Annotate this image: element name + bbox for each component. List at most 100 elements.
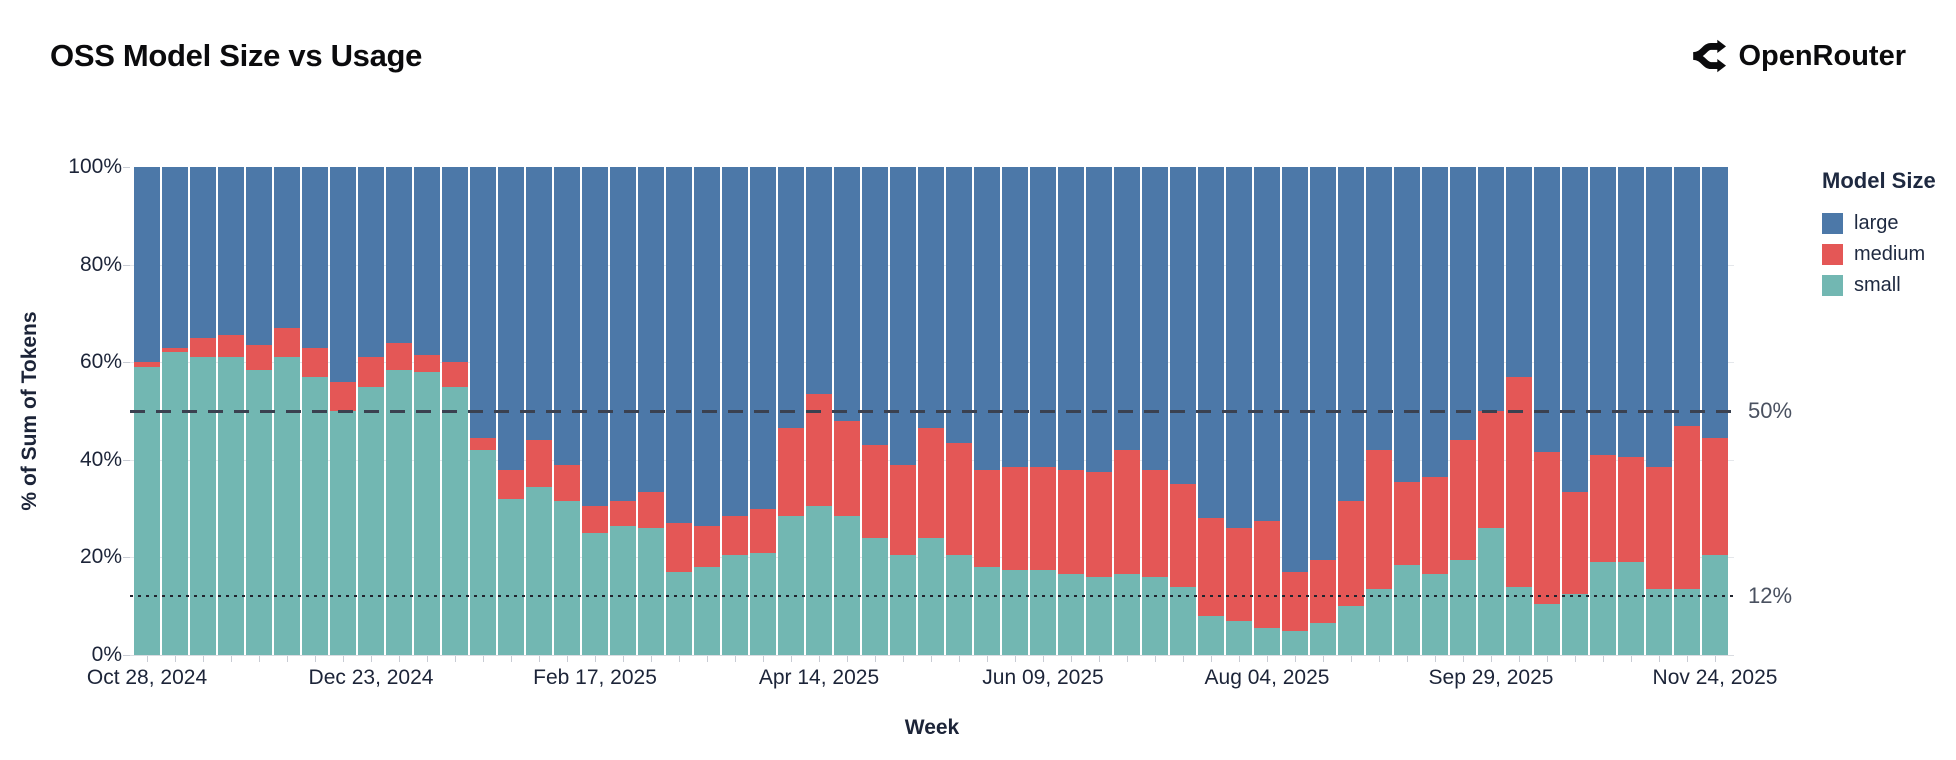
x-tick-mark-48 — [1491, 656, 1492, 662]
bar-week-41 — [1282, 167, 1308, 655]
x-tick-mark-32 — [1043, 656, 1044, 662]
bar-29-medium-segment — [946, 442, 972, 555]
bar-51-large-segment — [1562, 167, 1588, 492]
x-tick-mark-36 — [1155, 656, 1156, 662]
y-tick-mark-80 — [123, 264, 130, 266]
x-tick-mark-51 — [1575, 656, 1576, 662]
bar-41-small-segment — [1282, 630, 1308, 655]
bar-week-51 — [1562, 167, 1588, 655]
bar-week-50 — [1534, 167, 1560, 655]
x-axis-line — [130, 655, 1734, 656]
x-tick-label-24: Apr 14, 2025 — [758, 666, 880, 689]
openrouter-icon — [1690, 38, 1727, 74]
y-tick-mark-0 — [123, 655, 130, 656]
bar-30-medium-segment — [974, 469, 1000, 568]
x-tick-mark-7 — [343, 656, 344, 662]
bar-week-20 — [694, 167, 720, 655]
bar-17-small-segment — [610, 525, 636, 655]
bar-3-small-segment — [218, 357, 244, 655]
bar-week-45 — [1394, 167, 1420, 655]
x-tick-mark-50 — [1547, 656, 1548, 662]
x-tick-mark-3 — [231, 656, 232, 662]
x-tick-mark-4 — [259, 656, 260, 662]
x-tick-mark-20 — [707, 656, 708, 662]
legend-swatch-large — [1822, 213, 1843, 234]
bar-10-small-segment — [414, 371, 440, 655]
bar-week-22 — [750, 167, 776, 655]
bar-25-large-segment — [834, 167, 860, 421]
bar-week-47 — [1450, 167, 1476, 655]
x-tick-mark-15 — [567, 656, 568, 662]
bar-31-small-segment — [1002, 569, 1028, 655]
bar-9-small-segment — [386, 369, 412, 655]
bar-week-49 — [1506, 167, 1532, 655]
bar-40-medium-segment — [1254, 520, 1280, 629]
bar-7-large-segment — [330, 167, 356, 382]
bar-19-small-segment — [666, 572, 692, 655]
x-tick-mark-53 — [1631, 656, 1632, 662]
x-tick-label-8: Dec 23, 2024 — [308, 666, 434, 689]
y-tick-label-0: 0% — [91, 643, 122, 666]
bar-35-large-segment — [1114, 167, 1140, 451]
x-tick-label-16: Feb 17, 2025 — [533, 666, 657, 689]
x-tick-mark-9 — [399, 656, 400, 662]
bar-53-large-segment — [1618, 167, 1644, 458]
x-tick-mark-34 — [1099, 656, 1100, 662]
x-tick-mark-14 — [539, 656, 540, 662]
y-tick-label-20: 20% — [79, 545, 122, 569]
bar-28-large-segment — [918, 167, 944, 429]
bar-13-medium-segment — [498, 469, 524, 499]
legend-entries: large medium small — [1822, 212, 1936, 297]
bar-week-0 — [134, 167, 160, 655]
bar-week-44 — [1366, 167, 1392, 655]
x-tick-mark-42 — [1323, 656, 1324, 662]
bar-week-42 — [1310, 167, 1336, 655]
x-tick-mark-2 — [203, 656, 204, 662]
bar-36-small-segment — [1142, 576, 1168, 655]
y-tick-label-40: 40% — [79, 447, 122, 471]
bar-6-small-segment — [302, 376, 328, 655]
bar-46-large-segment — [1422, 167, 1448, 477]
bar-29-small-segment — [946, 554, 972, 655]
bar-week-24 — [806, 167, 832, 655]
bar-49-small-segment — [1506, 586, 1532, 655]
bar-40-small-segment — [1254, 628, 1280, 655]
bar-week-9 — [386, 167, 412, 655]
bar-26-medium-segment — [862, 445, 888, 538]
bar-48-large-segment — [1478, 167, 1504, 411]
bar-30-small-segment — [974, 567, 1000, 655]
bar-week-48 — [1478, 167, 1504, 655]
legend-label-large: large — [1854, 212, 1899, 234]
bar-24-medium-segment — [806, 393, 832, 507]
bar-8-small-segment — [358, 386, 384, 655]
bar-4-medium-segment — [246, 345, 272, 370]
x-tick-mark-54 — [1659, 656, 1660, 662]
x-tick-label-40: Aug 04, 2025 — [1204, 666, 1330, 689]
bar-week-46 — [1422, 167, 1448, 655]
bar-52-small-segment — [1590, 562, 1616, 655]
bar-18-medium-segment — [638, 491, 664, 529]
bar-1-medium-segment — [162, 347, 188, 353]
bar-19-medium-segment — [666, 523, 692, 573]
bar-51-small-segment — [1562, 593, 1588, 655]
bar-11-medium-segment — [442, 362, 468, 387]
bar-48-medium-segment — [1478, 411, 1504, 529]
bar-56-large-segment — [1702, 167, 1728, 438]
x-tick-mark-1 — [175, 656, 176, 662]
bar-week-14 — [526, 167, 552, 655]
bar-26-large-segment — [862, 167, 888, 446]
bar-37-medium-segment — [1170, 484, 1196, 587]
bar-50-small-segment — [1534, 603, 1560, 655]
y-axis-title: % of Sum of Tokens — [18, 311, 41, 511]
bar-11-small-segment — [442, 386, 468, 655]
x-tick-mark-35 — [1127, 656, 1128, 662]
bar-27-medium-segment — [890, 464, 916, 555]
bar-week-19 — [666, 167, 692, 655]
bar-38-large-segment — [1198, 167, 1224, 519]
x-tick-mark-45 — [1407, 656, 1408, 662]
bar-34-medium-segment — [1086, 472, 1112, 577]
legend-swatch-small — [1822, 275, 1843, 296]
bar-17-medium-segment — [610, 501, 636, 526]
x-tick-mark-25 — [847, 656, 848, 662]
bar-week-11 — [442, 167, 468, 655]
